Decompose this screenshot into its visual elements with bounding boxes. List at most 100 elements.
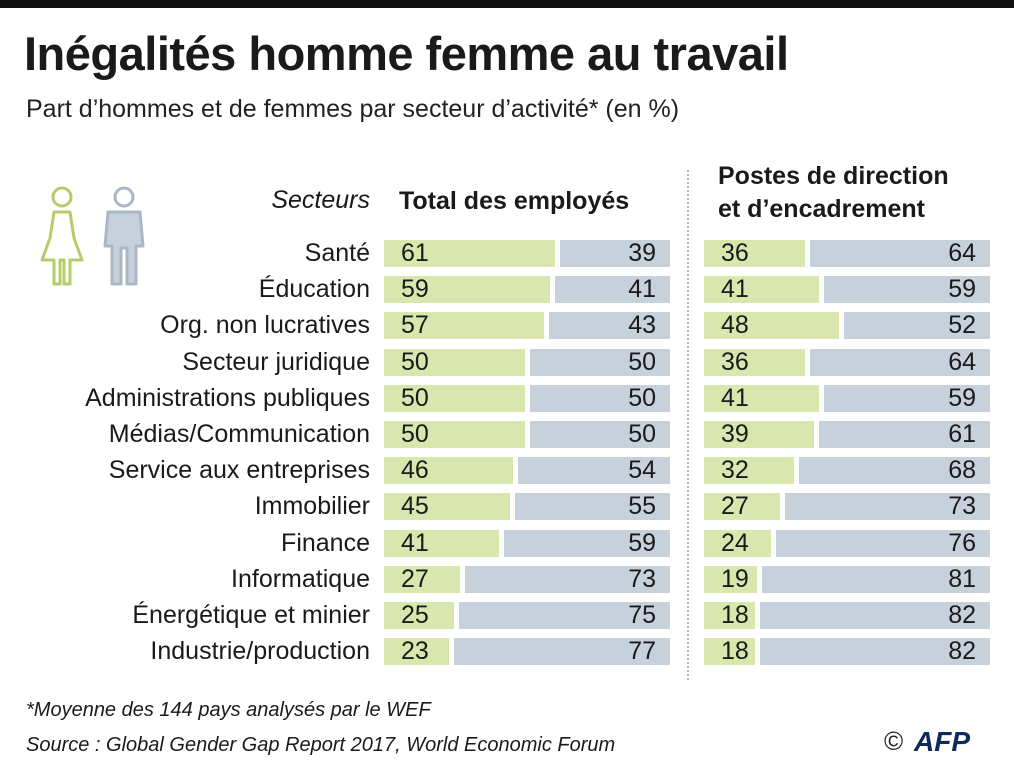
value-label-male: 59 (948, 275, 976, 304)
bar-male (518, 457, 670, 485)
value-label-female: 61 (401, 239, 429, 267)
value-label-male: 50 (628, 383, 656, 412)
bar-female (384, 421, 525, 448)
sector-label: Médias/Communication (108, 420, 370, 448)
woman-icon (40, 186, 84, 286)
panel-title-total: Total des employés (399, 187, 630, 215)
value-label-male: 50 (628, 347, 656, 376)
value-label-female: 39 (721, 420, 749, 448)
bar-female (704, 638, 755, 666)
value-label-female: 59 (401, 275, 429, 304)
value-label-male: 50 (628, 420, 656, 448)
value-label-female: 18 (721, 637, 749, 666)
value-label-female: 45 (401, 492, 429, 521)
bar-male (554, 276, 670, 304)
value-label-male: 75 (628, 601, 656, 629)
value-label-male: 82 (948, 601, 976, 629)
bar-male (549, 312, 670, 340)
value-label-female: 50 (401, 420, 429, 448)
panel-title-management-line-2: et d’encadrement (718, 195, 926, 223)
value-label-female: 50 (401, 383, 429, 412)
panel-divider (687, 170, 689, 680)
value-label-male: 59 (628, 528, 656, 557)
bar-female (704, 384, 820, 412)
sector-label: Secteur juridique (182, 347, 370, 376)
chart-title: Inégalités homme femme au travail (24, 27, 789, 80)
man-icon (103, 186, 145, 286)
value-label-female: 32 (721, 456, 749, 485)
chart-subtitle: Part d’hommes et de femmes par secteur d… (26, 95, 680, 123)
bar-female (704, 565, 758, 593)
bar-female (384, 384, 525, 412)
value-label-male: 68 (948, 456, 976, 485)
value-label-female: 41 (721, 383, 749, 412)
sector-label: Service aux entreprises (108, 456, 370, 485)
value-label-male: 54 (628, 456, 656, 485)
value-label-female: 36 (721, 239, 749, 267)
bar-male (818, 421, 990, 448)
sectors-header: Secteurs (271, 186, 370, 214)
footnote: *Moyenne des 144 pays analysés par le WE… (26, 699, 431, 721)
bar-female (704, 276, 820, 304)
bar-female (384, 276, 550, 304)
bar-male (759, 602, 990, 629)
svg-text:AFP: AFP (913, 726, 970, 757)
bar-female (384, 602, 455, 629)
bar-female (704, 529, 772, 557)
panel-title-management-line-1: Postes de direction (718, 162, 949, 190)
bar-male (504, 529, 670, 557)
value-label-male: 61 (948, 420, 976, 448)
value-label-female: 46 (401, 456, 429, 485)
bar-female (384, 348, 525, 376)
value-label-female: 27 (401, 564, 429, 593)
value-label-female: 27 (721, 492, 749, 521)
value-label-male: 52 (948, 311, 976, 340)
value-label-male: 73 (948, 492, 976, 521)
bar-male (560, 240, 670, 267)
bar-male (824, 276, 990, 304)
value-label-male: 73 (628, 564, 656, 593)
bar-male (798, 457, 990, 485)
bar-male (529, 348, 670, 376)
bar-female (384, 312, 545, 340)
value-label-female: 48 (721, 311, 749, 340)
value-label-male: 39 (628, 239, 656, 267)
bar-male (529, 421, 670, 448)
bar-female (704, 602, 755, 629)
bar-female (384, 529, 500, 557)
value-label-male: 64 (948, 239, 976, 267)
value-label-female: 41 (401, 528, 429, 557)
bar-male (810, 348, 990, 376)
sector-label: Informatique (231, 564, 370, 593)
bar-female (704, 421, 814, 448)
bar-female (384, 565, 460, 593)
bar-male (784, 493, 990, 521)
bar-female (704, 240, 806, 267)
bar-male (824, 384, 990, 412)
bar-male (529, 384, 670, 412)
bar-male (762, 565, 990, 593)
bar-female (704, 457, 794, 485)
bar-female (384, 240, 556, 267)
value-label-female: 50 (401, 347, 429, 376)
value-label-male: 43 (628, 311, 656, 340)
sector-label: Org. non lucratives (160, 311, 370, 340)
value-label-female: 36 (721, 347, 749, 376)
value-label-female: 57 (401, 311, 429, 340)
bar-male (843, 312, 990, 340)
value-label-male: 76 (948, 528, 976, 557)
bar-male (459, 602, 670, 629)
value-label-female: 24 (721, 528, 749, 557)
sector-label: Finance (281, 528, 370, 557)
sector-label: Industrie/production (150, 637, 370, 666)
value-label-female: 19 (721, 564, 749, 593)
value-label-female: 41 (721, 275, 749, 304)
panel-title-management: Postes de direction et d’encadrement (718, 160, 949, 226)
bar-male (453, 638, 670, 666)
svg-text:©: © (884, 726, 903, 756)
bar-female (384, 457, 514, 485)
sector-label: Éducation (258, 275, 370, 304)
bar-female (704, 493, 780, 521)
bar-female (704, 348, 806, 376)
source-note: Source : Global Gender Gap Report 2017, … (26, 734, 616, 756)
